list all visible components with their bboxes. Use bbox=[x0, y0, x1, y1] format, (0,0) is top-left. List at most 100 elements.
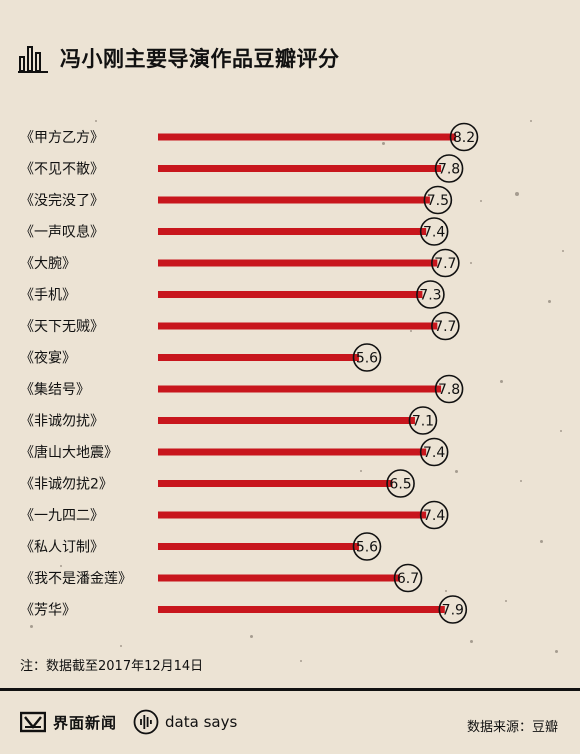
category-label: 《大腕》 bbox=[20, 256, 76, 272]
jiemian-logo-icon bbox=[20, 711, 46, 733]
value-marker bbox=[352, 343, 382, 372]
speckle-dot bbox=[250, 635, 253, 638]
value-marker bbox=[352, 532, 382, 561]
bar bbox=[158, 511, 427, 519]
speckle-dot bbox=[562, 250, 564, 252]
value-label: 7.7 bbox=[434, 319, 456, 335]
category-label: 《甲方乙方》 bbox=[20, 130, 104, 146]
speckle-dot bbox=[300, 660, 302, 662]
data-says-label: data says bbox=[165, 713, 238, 731]
value-label: 7.1 bbox=[412, 414, 434, 430]
bar-chart-icon bbox=[18, 46, 48, 73]
value-label: 8.2 bbox=[453, 130, 475, 146]
value-marker bbox=[408, 406, 438, 435]
value-label: 6.5 bbox=[389, 477, 411, 493]
bar bbox=[158, 322, 438, 330]
bar bbox=[158, 448, 427, 456]
category-label: 《夜宴》 bbox=[20, 350, 76, 367]
bar-chart: 《甲方乙方》 8.2 《不见不散》 7.8 《没完没了》 7.5 《一声叹息》 7.4 《大腕》… bbox=[20, 122, 479, 624]
title-row: 冯小刚主要导演作品豆瓣评分 bbox=[18, 40, 340, 76]
speckle-dot bbox=[480, 200, 482, 202]
speckle-dot bbox=[540, 540, 543, 543]
value-label: 6.7 bbox=[397, 571, 419, 587]
footer-branding: 界面新闻 data says bbox=[20, 709, 237, 735]
value-marker bbox=[419, 500, 449, 530]
category-label: 《芳华》 bbox=[20, 602, 76, 619]
speckle-dot bbox=[410, 330, 412, 332]
speckle-dot bbox=[30, 625, 33, 628]
category-label: 《我不是潘金莲》 bbox=[20, 571, 132, 587]
value-marker bbox=[431, 311, 460, 341]
value-label: 7.8 bbox=[438, 382, 460, 398]
brand-name: 界面新闻 bbox=[53, 713, 118, 732]
value-label: 7.8 bbox=[438, 162, 460, 178]
footnote: 注：数据截至2017年12月14日 bbox=[20, 659, 204, 674]
speckle-dot bbox=[120, 645, 122, 647]
value-label: 7.9 bbox=[442, 603, 464, 619]
bar bbox=[158, 259, 438, 267]
value-label: 7.4 bbox=[423, 508, 445, 524]
bar bbox=[158, 196, 430, 204]
chart-title: 冯小刚主要导演作品豆瓣评分 bbox=[60, 47, 340, 71]
speckle-dot bbox=[548, 300, 551, 303]
category-label: 《手机》 bbox=[20, 288, 76, 304]
category-label: 《非诚勿扰2》 bbox=[20, 477, 113, 493]
bar bbox=[158, 354, 359, 361]
category-label: 《一九四二》 bbox=[20, 508, 104, 524]
speckle-dot bbox=[455, 470, 458, 473]
value-label: 7.4 bbox=[423, 445, 445, 461]
speckle-dot bbox=[515, 192, 519, 196]
value-label: 7.3 bbox=[419, 288, 441, 304]
footer-divider bbox=[0, 688, 580, 691]
bar bbox=[158, 165, 442, 172]
category-label: 《不见不散》 bbox=[20, 162, 104, 178]
value-marker bbox=[438, 595, 468, 624]
category-label: 《没完没了》 bbox=[20, 193, 104, 209]
speckle-dot bbox=[470, 262, 472, 264]
category-label: 《天下无贼》 bbox=[20, 319, 104, 335]
speckle-dot bbox=[60, 565, 62, 567]
speckle-dot bbox=[360, 470, 362, 472]
bar bbox=[158, 543, 359, 550]
value-label: 7.7 bbox=[434, 256, 456, 272]
value-label: 7.5 bbox=[427, 193, 449, 209]
value-marker bbox=[386, 469, 415, 498]
value-marker bbox=[434, 374, 464, 404]
bar bbox=[158, 385, 442, 393]
speckle-dot bbox=[520, 480, 522, 482]
category-label: 《一声叹息》 bbox=[20, 224, 104, 241]
speckle-dot bbox=[530, 120, 532, 122]
value-marker bbox=[419, 437, 449, 467]
bar bbox=[158, 574, 401, 582]
value-marker bbox=[431, 248, 460, 278]
speckle-dot bbox=[505, 600, 507, 602]
category-label: 《集结号》 bbox=[20, 381, 90, 398]
value-marker bbox=[393, 563, 423, 593]
value-marker bbox=[434, 154, 464, 183]
category-label: 《唐山大地震》 bbox=[20, 444, 118, 461]
bar bbox=[158, 417, 415, 424]
speckle-dot bbox=[560, 430, 562, 432]
speckle-dot bbox=[555, 650, 558, 653]
bar bbox=[158, 606, 445, 613]
data-source: 数据来源：豆瓣 bbox=[466, 720, 558, 735]
value-marker bbox=[423, 185, 453, 215]
bar bbox=[158, 291, 423, 298]
value-label: 7.4 bbox=[423, 225, 445, 241]
bar bbox=[158, 228, 427, 235]
bar bbox=[158, 480, 393, 487]
speckle-dot bbox=[95, 120, 97, 122]
value-label: 5.6 bbox=[356, 351, 378, 367]
value-marker bbox=[416, 280, 445, 309]
value-marker bbox=[419, 217, 449, 246]
speckle-dot bbox=[445, 590, 447, 592]
speckle-dot bbox=[470, 640, 473, 643]
speckle-dot bbox=[500, 380, 503, 383]
category-label: 《非诚勿扰》 bbox=[20, 414, 104, 430]
category-label: 《私人订制》 bbox=[20, 540, 104, 556]
bar bbox=[158, 133, 456, 141]
data-says-icon bbox=[133, 709, 159, 735]
speckle-dot bbox=[382, 142, 385, 145]
value-label: 5.6 bbox=[356, 540, 378, 556]
value-marker bbox=[449, 122, 479, 152]
